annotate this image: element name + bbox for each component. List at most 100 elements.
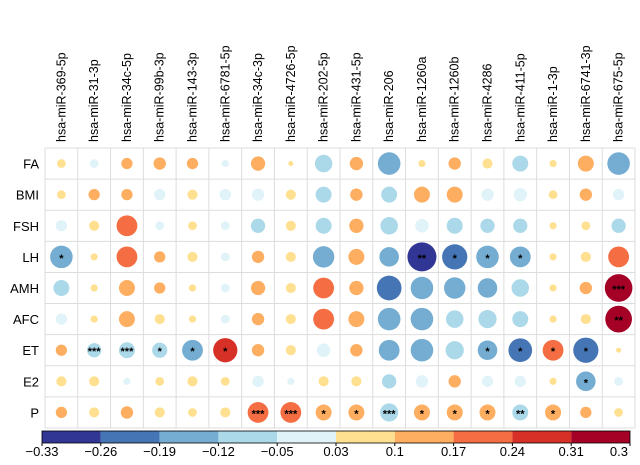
bubble xyxy=(444,277,466,299)
bubble xyxy=(314,154,333,173)
row-label: LH xyxy=(22,250,39,265)
bubble xyxy=(573,337,599,363)
bubble xyxy=(155,221,165,231)
bubble xyxy=(315,404,332,421)
significance: *** xyxy=(121,346,135,358)
significance: * xyxy=(453,408,458,420)
bubble xyxy=(285,282,296,294)
bubble xyxy=(55,313,68,325)
bubble xyxy=(154,314,165,325)
column-label: hsa-miR-6741-3p xyxy=(579,45,593,142)
bubble xyxy=(182,339,203,361)
bubble xyxy=(446,404,463,421)
bubble xyxy=(285,314,296,325)
significance: *** xyxy=(88,346,102,358)
bubble xyxy=(614,376,623,386)
bubble xyxy=(188,221,197,231)
bubble xyxy=(579,188,593,201)
bubble xyxy=(188,408,197,417)
column-label: hsa-miR-143-3p xyxy=(186,52,200,142)
bubble xyxy=(285,189,296,200)
row-label: AMH xyxy=(10,281,39,296)
colorbar-tick-label: 0.31 xyxy=(559,444,584,459)
bubble xyxy=(287,377,295,385)
colorbar-tick-label: −0.12 xyxy=(202,444,235,459)
significance: *** xyxy=(383,408,397,420)
bubble xyxy=(220,283,230,293)
bubble xyxy=(380,217,398,235)
bubble xyxy=(349,280,364,296)
bubble xyxy=(604,274,633,302)
bubble xyxy=(187,189,198,200)
bubble xyxy=(350,344,363,357)
bubble xyxy=(280,402,302,423)
significance: * xyxy=(453,253,458,265)
significance: * xyxy=(584,346,589,358)
bubble xyxy=(549,159,557,168)
bubble xyxy=(251,344,265,357)
bubble xyxy=(251,312,265,326)
bubble xyxy=(55,406,68,419)
significance: * xyxy=(518,346,523,358)
bubble xyxy=(616,347,622,353)
bubble xyxy=(118,280,135,296)
bubble xyxy=(313,277,335,299)
bubble xyxy=(446,186,463,203)
column-label: hsa-miR-4286 xyxy=(481,63,495,142)
colorbar-tick-label: 0.3 xyxy=(610,444,628,459)
bubble xyxy=(448,157,461,170)
bubble xyxy=(348,404,365,421)
bubble xyxy=(549,222,557,230)
bubble xyxy=(118,311,135,328)
bubble xyxy=(549,377,557,385)
bubble xyxy=(513,218,528,233)
bubble xyxy=(415,219,429,233)
bubble xyxy=(313,308,335,330)
colorbar-tick-label: −0.05 xyxy=(261,444,294,459)
bubble xyxy=(285,220,296,231)
bubble xyxy=(56,376,67,387)
bubble xyxy=(480,218,495,233)
colorbar-bin xyxy=(571,431,630,443)
bubble xyxy=(116,246,138,268)
colorbar-bin xyxy=(218,431,278,443)
column-label: hsa-miR-369-5p xyxy=(54,52,68,142)
bubble xyxy=(446,217,463,234)
bubble xyxy=(285,251,296,262)
significance: *** xyxy=(252,408,266,420)
bubble xyxy=(123,377,131,385)
bubble xyxy=(481,188,494,201)
bubble xyxy=(219,189,231,201)
bubble xyxy=(410,276,434,300)
bubble xyxy=(188,315,197,323)
bubble xyxy=(250,156,266,171)
column-label: hsa-miR-1260a xyxy=(415,56,429,142)
bubble xyxy=(418,159,426,168)
bubble xyxy=(549,284,557,292)
bubble xyxy=(251,188,265,201)
bubble xyxy=(251,250,265,264)
row-label: E2 xyxy=(23,374,39,389)
row-label: FA xyxy=(23,157,39,172)
significance: * xyxy=(584,377,589,389)
colorbar-tick-label: 0.24 xyxy=(500,444,525,459)
bubble xyxy=(415,375,429,388)
bubble xyxy=(549,315,557,323)
bubble xyxy=(410,307,434,331)
colorbar-tick-label: 0.03 xyxy=(323,444,348,459)
column-label: hsa-miR-6781-5p xyxy=(218,45,232,142)
colorbar-bin xyxy=(159,431,219,443)
bubble xyxy=(607,152,630,175)
bubble xyxy=(120,406,134,419)
column-label: hsa-miR-206 xyxy=(382,70,396,142)
bubble xyxy=(213,338,238,363)
bubble xyxy=(154,282,166,294)
bubble xyxy=(187,251,198,262)
significance: * xyxy=(59,253,64,265)
bubble xyxy=(579,281,593,295)
bubble xyxy=(348,248,365,265)
bubble xyxy=(90,315,98,323)
bubble xyxy=(312,246,335,268)
bubble xyxy=(155,376,165,386)
bubble xyxy=(351,376,362,387)
